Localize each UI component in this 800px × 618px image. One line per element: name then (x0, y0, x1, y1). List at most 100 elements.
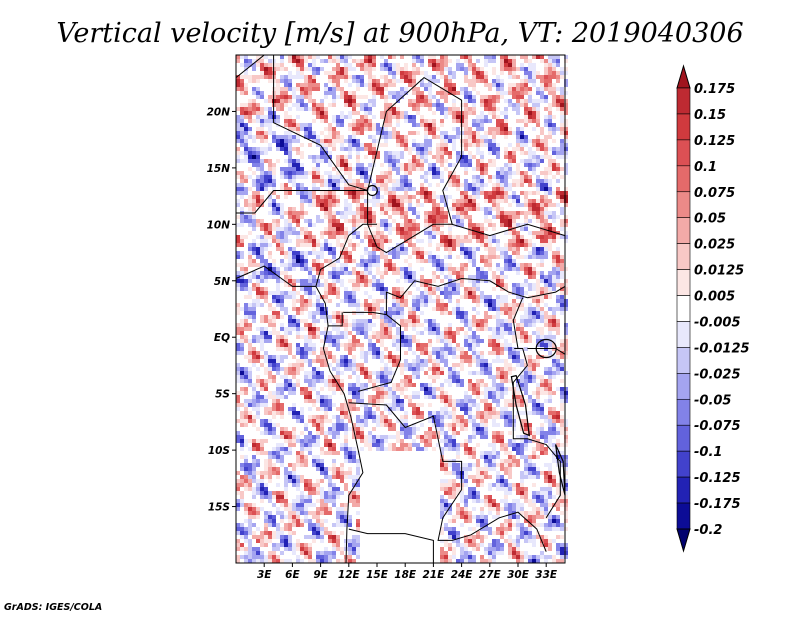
field-cell (260, 271, 264, 275)
field-cell (292, 55, 296, 59)
field-cell (372, 83, 376, 87)
field-cell (396, 63, 400, 67)
field-cell (320, 363, 324, 367)
field-cell (404, 327, 408, 331)
field-cell (356, 123, 360, 127)
field-cell (532, 251, 536, 255)
field-cell (360, 387, 364, 391)
field-cell (496, 75, 500, 79)
field-cell (268, 163, 272, 167)
field-cell (252, 275, 256, 279)
field-cell (276, 303, 280, 307)
field-cell (332, 383, 336, 387)
field-cell (308, 155, 312, 159)
field-cell (248, 151, 252, 155)
field-cell (496, 279, 500, 283)
field-cell (420, 163, 424, 167)
field-cell (400, 203, 404, 207)
field-cell (472, 383, 476, 387)
field-cell (544, 63, 548, 67)
field-cell (464, 235, 468, 239)
field-cell (400, 179, 404, 183)
field-cell (372, 187, 376, 191)
field-cell (464, 135, 468, 139)
field-cell (488, 251, 492, 255)
field-cell (252, 183, 256, 187)
field-cell (360, 323, 364, 327)
field-cell (296, 307, 300, 311)
field-cell (420, 155, 424, 159)
field-cell (428, 291, 432, 295)
field-cell (400, 55, 404, 59)
field-cell (400, 167, 404, 171)
field-cell (344, 367, 348, 371)
field-cell (460, 383, 464, 387)
field-cell (544, 99, 548, 103)
field-cell (420, 83, 424, 87)
field-cell (440, 95, 444, 99)
field-cell (492, 203, 496, 207)
field-cell (256, 339, 260, 343)
field-cell (320, 371, 324, 375)
field-cell (348, 127, 352, 131)
field-cell (248, 327, 252, 331)
field-cell (336, 115, 340, 119)
field-cell (560, 115, 564, 119)
field-cell (504, 115, 508, 119)
field-cell (428, 359, 432, 363)
field-cell (468, 323, 472, 327)
field-cell (560, 199, 564, 203)
field-cell (264, 183, 268, 187)
field-cell (368, 151, 372, 155)
field-cell (564, 107, 568, 111)
field-cell (540, 159, 544, 163)
field-cell (516, 211, 520, 215)
field-cell (456, 219, 460, 223)
field-cell (360, 175, 364, 179)
field-cell (452, 335, 456, 339)
field-cell (460, 155, 464, 159)
field-cell (392, 79, 396, 83)
field-cell (304, 399, 308, 403)
field-cell (512, 283, 516, 287)
field-cell (244, 147, 248, 151)
field-cell (528, 179, 532, 183)
field-cell (448, 379, 452, 383)
field-cell (416, 147, 420, 151)
field-cell (476, 403, 480, 407)
field-cell (252, 219, 256, 223)
field-cell (420, 383, 424, 387)
field-cell (396, 111, 400, 115)
field-cell (292, 391, 296, 395)
field-cell (392, 247, 396, 251)
field-cell (488, 411, 492, 415)
field-cell (444, 311, 448, 315)
field-cell (468, 399, 472, 403)
field-cell (556, 179, 560, 183)
field-cell (536, 343, 540, 347)
field-cell (452, 111, 456, 115)
field-cell (268, 395, 272, 399)
field-cell (268, 379, 272, 383)
field-cell (516, 283, 520, 287)
field-cell (352, 303, 356, 307)
field-cell (488, 295, 492, 299)
field-cell (440, 75, 444, 79)
field-cell (392, 195, 396, 199)
field-cell (308, 359, 312, 363)
field-cell (344, 159, 348, 163)
field-cell (536, 119, 540, 123)
field-cell (284, 143, 288, 147)
field-cell (444, 83, 448, 87)
field-cell (240, 171, 244, 175)
field-cell (284, 255, 288, 259)
field-cell (472, 275, 476, 279)
field-cell (288, 275, 292, 279)
field-cell (440, 407, 444, 411)
field-cell (552, 259, 556, 263)
field-cell (448, 287, 452, 291)
field-cell (268, 235, 272, 239)
field-cell (520, 283, 524, 287)
field-cell (356, 127, 360, 131)
field-cell (364, 67, 368, 71)
